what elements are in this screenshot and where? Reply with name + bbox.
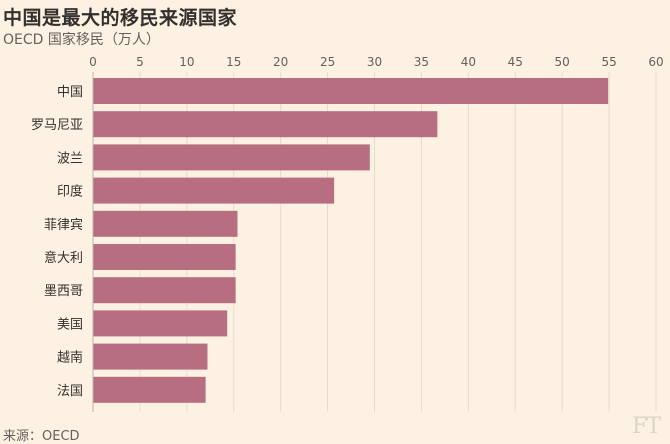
- category-label: 美国: [57, 317, 83, 332]
- bar: [93, 177, 335, 204]
- x-tick-label: 25: [320, 55, 335, 69]
- x-tick-label: 15: [226, 55, 241, 69]
- bar: [93, 343, 208, 370]
- category-label: 墨西哥: [44, 284, 83, 299]
- x-tick-label: 45: [508, 55, 523, 69]
- chart-title: 中国是最大的移民来源国家: [3, 7, 238, 29]
- x-tick-label: 35: [414, 55, 429, 69]
- x-tick-label: 50: [555, 55, 570, 69]
- category-label: 波兰: [57, 151, 83, 166]
- bar: [93, 277, 236, 304]
- category-label: 意大利: [44, 250, 83, 266]
- bar: [93, 244, 236, 270]
- x-tick-label: 20: [273, 55, 288, 69]
- source-note: 来源：OECD: [3, 429, 80, 444]
- category-label: 越南: [57, 350, 83, 366]
- category-label: 菲律宾: [44, 217, 83, 233]
- chart-subtitle: OECD 国家移民（万人）: [3, 32, 160, 48]
- bar: [93, 111, 438, 138]
- x-tick-label: 5: [136, 55, 144, 69]
- x-tick-label: 10: [179, 55, 194, 69]
- bar: [93, 210, 238, 237]
- bar: [93, 376, 206, 403]
- x-tick-label: 0: [89, 55, 97, 69]
- category-label: 罗马尼亚: [31, 118, 83, 133]
- category-label: 中国: [57, 85, 83, 100]
- x-tick-label: 55: [601, 55, 616, 69]
- ft-logo: FT: [632, 414, 661, 439]
- x-tick-label: 30: [367, 55, 382, 69]
- bar: [93, 144, 370, 171]
- x-tick-label: 60: [648, 55, 663, 69]
- category-label: 印度: [57, 184, 83, 200]
- bar: [93, 310, 228, 337]
- category-label: 法国: [57, 384, 83, 399]
- bar: [93, 78, 609, 104]
- x-tick-label: 40: [461, 55, 476, 69]
